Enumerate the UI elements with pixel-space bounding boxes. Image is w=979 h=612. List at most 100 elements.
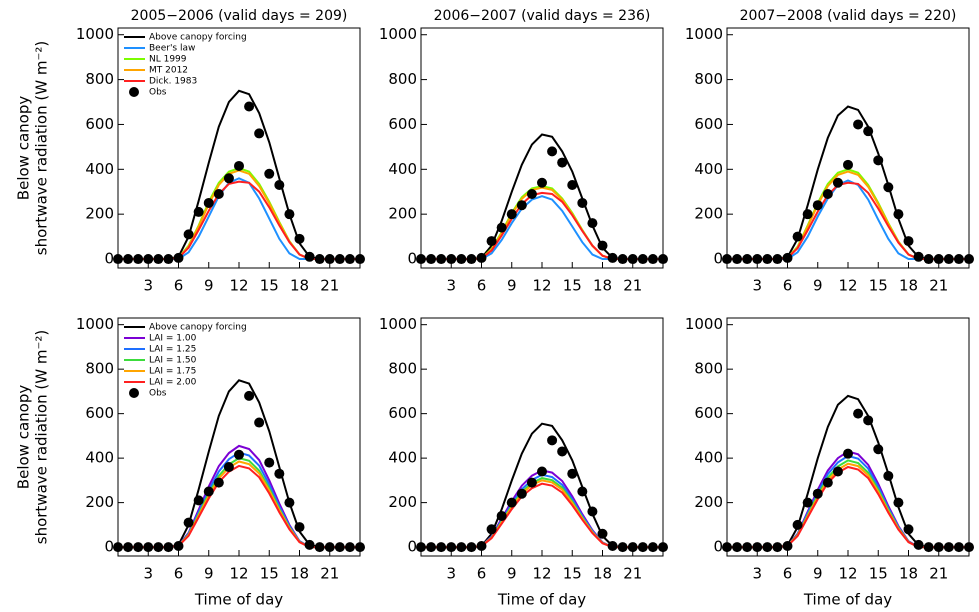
y-axis-label: Below canopy xyxy=(15,385,33,490)
legend-label: Above canopy forcing xyxy=(149,323,247,333)
obs-point xyxy=(426,254,437,265)
legend-label: Above canopy forcing xyxy=(149,33,247,43)
obs-point xyxy=(496,510,507,521)
x-tick-label: 12 xyxy=(532,565,551,583)
obs-point xyxy=(324,542,335,553)
y-tick-label: 200 xyxy=(694,205,723,223)
obs-point xyxy=(567,468,578,479)
obs-point xyxy=(557,157,568,168)
obs-point xyxy=(294,233,305,244)
legend-label: LAI = 1.25 xyxy=(149,345,196,355)
obs-point xyxy=(923,254,934,265)
obs-point xyxy=(466,542,477,553)
obs-point xyxy=(163,542,174,553)
legend-label: NL 1999 xyxy=(149,55,187,65)
legend-label: LAI = 1.75 xyxy=(149,367,196,377)
obs-point xyxy=(355,542,365,553)
y-tick-label: 600 xyxy=(694,115,723,133)
obs-point xyxy=(873,444,884,455)
obs-point xyxy=(762,542,773,553)
x-tick-label: 15 xyxy=(260,277,279,295)
y-axis-label: shortwave radiation (W m⁻²) xyxy=(33,330,51,544)
obs-point xyxy=(567,180,578,191)
series-line xyxy=(421,191,663,260)
obs-point xyxy=(123,254,134,265)
obs-point xyxy=(782,540,793,551)
obs-point xyxy=(153,254,164,265)
obs-point xyxy=(832,466,843,477)
legend-marker xyxy=(129,388,139,398)
obs-point xyxy=(446,254,457,265)
obs-point xyxy=(843,159,853,170)
obs-point xyxy=(143,254,154,265)
x-tick-label: 21 xyxy=(623,277,642,295)
obs-point xyxy=(883,470,894,481)
obs-point xyxy=(203,197,214,208)
series-line xyxy=(118,457,360,549)
obs-point xyxy=(344,542,355,553)
y-tick-label: 0 xyxy=(713,538,723,556)
legend-marker xyxy=(129,87,139,97)
y-tick-label: 600 xyxy=(388,404,417,422)
x-tick-label: 15 xyxy=(869,277,888,295)
obs-point xyxy=(742,254,753,265)
plot-frame xyxy=(726,317,970,557)
x-tick-label: 6 xyxy=(174,277,184,295)
y-tick-label: 800 xyxy=(85,70,114,88)
series-line xyxy=(118,169,360,260)
series-line xyxy=(727,465,969,549)
obs-point xyxy=(304,539,315,550)
panel-title: 2006−2007 (valid days = 236) xyxy=(434,8,651,24)
x-tick-label: 3 xyxy=(446,277,456,295)
obs-point xyxy=(344,254,355,265)
obs-point xyxy=(732,542,743,553)
legend-label: LAI = 2.00 xyxy=(149,378,197,388)
x-tick-label: 6 xyxy=(174,565,184,583)
obs-point xyxy=(274,468,285,479)
y-tick-label: 0 xyxy=(104,250,114,268)
obs-point xyxy=(436,542,447,553)
x-tick-label: 12 xyxy=(838,565,857,583)
x-tick-label: 15 xyxy=(260,565,279,583)
obs-point xyxy=(526,188,537,199)
obs-point xyxy=(637,254,648,265)
series-line xyxy=(421,195,663,260)
obs-point xyxy=(294,522,305,533)
obs-point xyxy=(752,254,763,265)
x-tick-label: 12 xyxy=(838,277,857,295)
series-line xyxy=(727,450,969,549)
obs-point xyxy=(254,128,265,139)
obs-point xyxy=(537,466,547,477)
obs-point xyxy=(953,542,964,553)
obs-point xyxy=(597,240,608,251)
series-line xyxy=(118,460,360,549)
x-tick-label: 9 xyxy=(813,565,823,583)
obs-point xyxy=(913,251,924,262)
series-line xyxy=(118,180,360,260)
obs-point xyxy=(782,252,793,263)
x-tick-label: 3 xyxy=(446,565,456,583)
obs-point xyxy=(658,542,668,553)
obs-point xyxy=(843,448,853,459)
series-line xyxy=(727,181,969,260)
y-tick-label: 600 xyxy=(85,115,114,133)
x-axis-label: Time of day xyxy=(803,591,892,609)
obs-point xyxy=(822,188,833,199)
series-line xyxy=(421,479,663,549)
obs-point xyxy=(193,206,204,217)
obs-point xyxy=(772,542,783,553)
x-tick-label: 21 xyxy=(929,565,948,583)
obs-point xyxy=(516,488,527,499)
x-tick-label: 15 xyxy=(563,565,582,583)
x-tick-label: 18 xyxy=(290,277,309,295)
series-line xyxy=(421,469,663,549)
obs-point xyxy=(486,236,497,247)
legend-label: Obs xyxy=(149,88,167,98)
y-tick-label: 0 xyxy=(407,538,417,556)
obs-point xyxy=(314,542,325,553)
x-tick-label: 15 xyxy=(563,277,582,295)
y-axis-label: Below canopy xyxy=(15,96,33,201)
obs-point xyxy=(486,524,497,535)
y-tick-label: 1000 xyxy=(379,315,417,333)
obs-point xyxy=(213,477,224,488)
